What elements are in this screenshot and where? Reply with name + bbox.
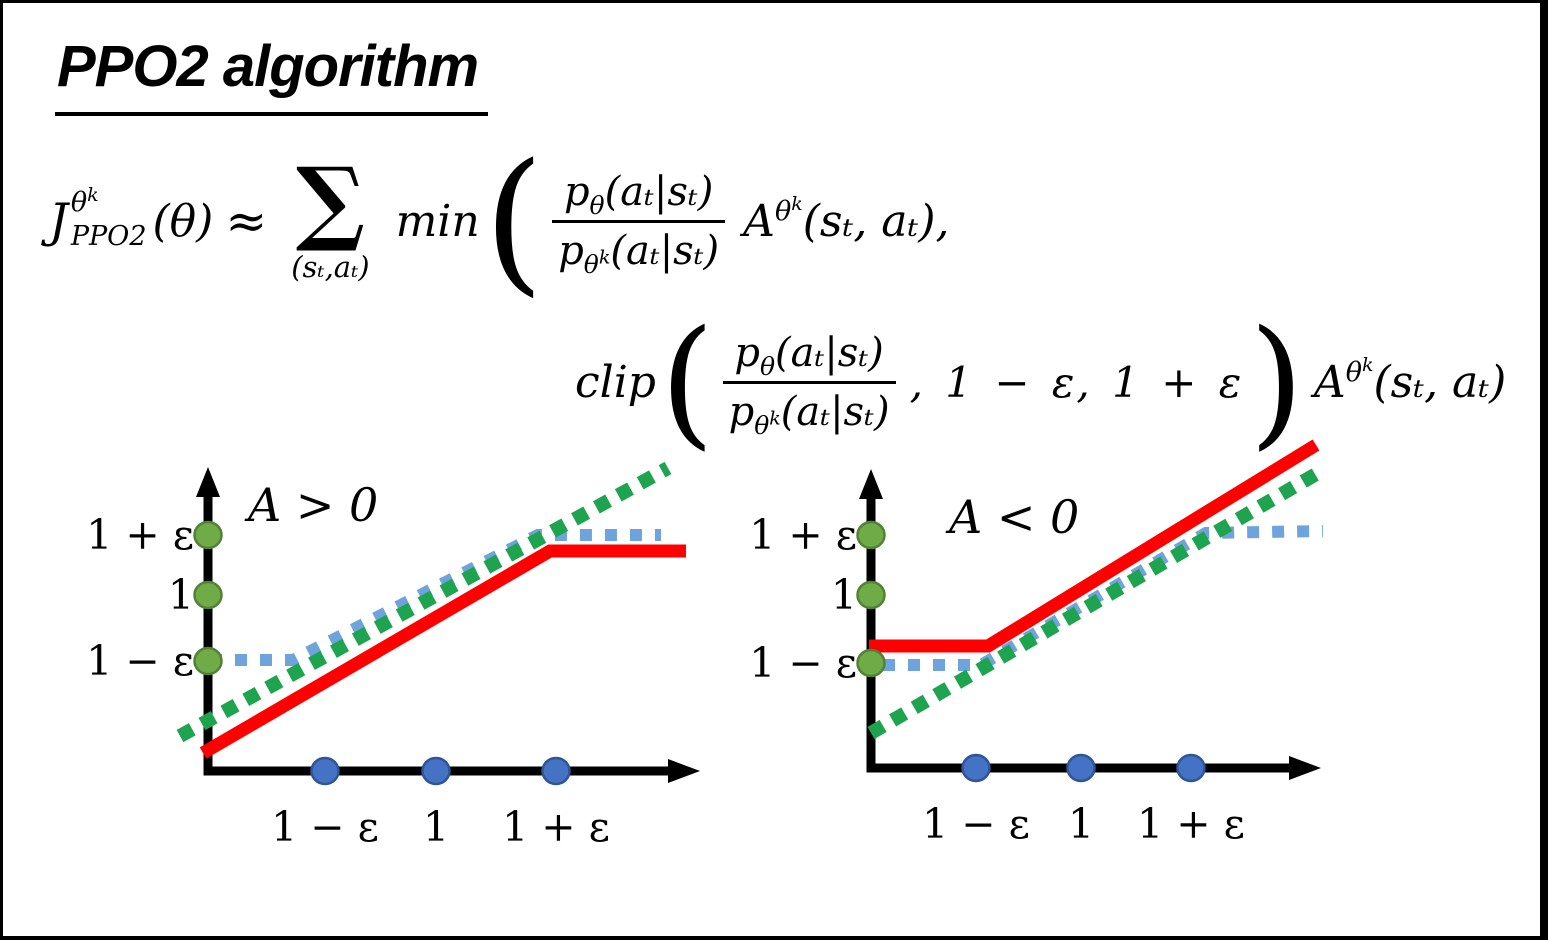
y-axis-arrow-icon: [859, 469, 883, 499]
tick-dots-layer: [193, 520, 571, 786]
fraction-denominator: pθk(aₜ|sₜ): [552, 219, 726, 277]
condition-label: A > 0: [244, 478, 378, 532]
probability-ratio-fraction: pθ(aₜ|sₜ) pθk(aₜ|sₜ): [552, 168, 726, 277]
advantage-term: Aθk(sₜ, aₜ): [1313, 354, 1507, 409]
condition-label: A < 0: [945, 490, 1079, 544]
x-tick-label: 1: [1068, 800, 1094, 848]
theta-argument: (θ): [152, 195, 214, 247]
close-paren-big: ): [1249, 300, 1304, 464]
x-tick-dot: [310, 756, 340, 786]
x-tick-dot: [961, 753, 991, 783]
tick-dots-layer: [856, 520, 1206, 783]
y-tick-label: 1: [831, 571, 857, 619]
x-tick-label: 1: [423, 803, 449, 851]
ratio-identity-line: [867, 463, 1327, 740]
sigma-subscript: (sₜ,aₜ): [291, 249, 370, 284]
x-axis-arrow-icon: [1289, 756, 1321, 780]
y-tick-dot: [193, 580, 223, 610]
y-tick-label: 1 − ε: [86, 637, 194, 685]
J-symbol: J: [49, 193, 68, 249]
y-tick-dot: [193, 646, 223, 676]
fraction-numerator: pθ(aₜ|sₜ): [734, 330, 884, 381]
J-scripts: θk PPO2: [70, 183, 147, 252]
fraction-numerator: pθ(aₜ|sₜ): [563, 168, 714, 220]
min-operator: min: [395, 195, 480, 247]
advantage-term: Aθk(sₜ, aₜ),: [743, 192, 950, 247]
y-tick-label: 1 + ε: [749, 511, 857, 559]
negative-advantage-chart: A < 0 1 + ε 1 1 − ε 1 − ε 1 1 + ε: [749, 439, 1327, 848]
clip-operator: clip: [575, 357, 656, 408]
sigma-symbol: ∑: [295, 147, 366, 256]
positive-advantage-chart: A > 0 1 + ε 1 1 − ε 1 − ε 1 1 + ε: [86, 461, 700, 851]
ratio-identity-line: [176, 461, 672, 743]
y-tick-dot: [193, 520, 223, 550]
open-paren-big: (: [659, 300, 715, 464]
y-tick-dot: [856, 648, 886, 678]
J-superscript: θk: [70, 183, 99, 218]
x-tick-dot: [421, 756, 451, 786]
objective-max-line: [869, 439, 1320, 653]
x-tick-label: 1 − ε: [271, 803, 379, 851]
J-subscript: PPO2: [70, 220, 147, 252]
open-paren-big: (: [483, 130, 545, 311]
x-tick-label: 1 − ε: [922, 800, 1030, 848]
page-title: PPO2 algorithm: [55, 33, 489, 116]
clip-bounds: , 1 − ε, 1 + ε: [909, 358, 1244, 407]
summation: ∑ (sₜ,aₜ): [291, 147, 370, 284]
close-paren-outer: ): [1532, 301, 1540, 462]
probability-ratio-fraction: pθ(aₜ|sₜ) pθk(aₜ|sₜ): [722, 330, 896, 438]
approx-symbol: ≈: [225, 192, 268, 250]
objective-min-line: [199, 544, 686, 759]
x-tick-dot: [1066, 753, 1096, 783]
y-tick-label: 1 + ε: [86, 511, 194, 559]
y-axis-arrow-icon: [196, 467, 220, 497]
fraction-denominator: pθk(aₜ|sₜ): [722, 381, 896, 438]
objective-formula-line-2: clip ( pθ(aₜ|sₜ) pθk(aₜ|sₜ) , 1 − ε, 1 +…: [575, 295, 1540, 470]
x-tick-label: 1 + ε: [1137, 800, 1245, 848]
x-axis-arrow-icon: [668, 759, 700, 783]
x-tick-label: 1 + ε: [502, 803, 610, 851]
x-tick-dot: [541, 756, 571, 786]
y-tick-label: 1: [168, 571, 194, 619]
series-layer: [867, 439, 1327, 740]
y-tick-dot: [856, 580, 886, 610]
objective-formula-line-1: J θk PPO2 (θ) ≈ ∑ (sₜ,aₜ) min ( pθ(aₜ|sₜ…: [49, 131, 950, 311]
y-tick-dot: [856, 520, 886, 550]
y-tick-label: 1 − ε: [749, 639, 857, 687]
series-layer: [176, 461, 686, 759]
x-tick-dot: [1176, 753, 1206, 783]
